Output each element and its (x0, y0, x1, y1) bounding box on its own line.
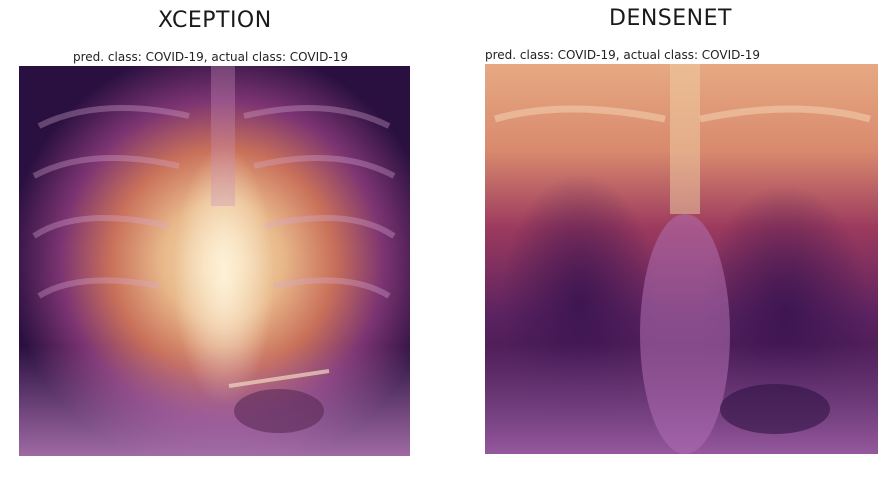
xception-heatmap-image (19, 66, 410, 456)
densenet-panel: DENSENET pred. class: COVID-19, actual c… (440, 0, 895, 478)
xception-title: XCEPTION (158, 8, 272, 33)
densenet-heatmap-image (485, 64, 878, 454)
xception-panel: XCEPTION pred. class: COVID-19, actual c… (0, 0, 440, 478)
densenet-caption: pred. class: COVID-19, actual class: COV… (485, 48, 761, 62)
xception-caption: pred. class: COVID-19, actual class: COV… (73, 50, 349, 64)
densenet-title: DENSENET (609, 6, 732, 31)
